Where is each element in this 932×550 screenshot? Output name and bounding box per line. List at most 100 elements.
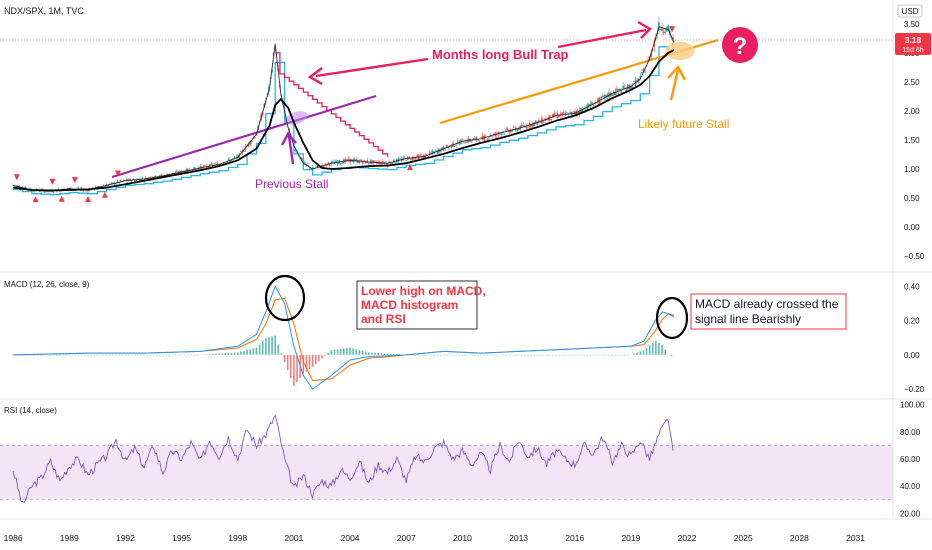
candle-body bbox=[480, 136, 482, 138]
macd-note-box[interactable] bbox=[356, 280, 478, 330]
macd-histogram-bar bbox=[155, 354, 158, 356]
macd-histogram-bar bbox=[90, 354, 92, 356]
time-tick-label: 2013 bbox=[509, 533, 528, 543]
macd-histogram-bar bbox=[530, 354, 532, 356]
candle-body bbox=[358, 160, 361, 163]
candle-body bbox=[344, 158, 347, 162]
macd-histogram-bar bbox=[661, 344, 663, 355]
macd-histogram-bar bbox=[586, 354, 589, 356]
macd-histogram-bar bbox=[380, 353, 383, 355]
candle-body bbox=[633, 81, 635, 82]
candle-body bbox=[339, 162, 342, 164]
candle-body bbox=[626, 84, 629, 90]
rsi-axis[interactable]: 100.00 80.00 60.00 40.00 20.00 bbox=[900, 401, 925, 519]
bull-trap-arrow-left bbox=[315, 57, 429, 78]
candle-body bbox=[385, 163, 387, 165]
macd-cross-box[interactable] bbox=[690, 293, 847, 330]
macd-histogram-bar bbox=[602, 354, 604, 356]
macd-histogram-bar bbox=[52, 354, 55, 356]
signal-triangle-marker bbox=[114, 170, 121, 177]
question-badge[interactable]: ? bbox=[722, 27, 758, 63]
macd-histogram-bar bbox=[34, 354, 36, 356]
macd-histogram-bar bbox=[508, 354, 511, 356]
bull-trap-arrow-right-head bbox=[637, 20, 652, 39]
macd-histogram-bar bbox=[480, 354, 482, 356]
macd-histogram-bar bbox=[171, 354, 174, 356]
candle-body bbox=[316, 165, 319, 168]
candle-body bbox=[636, 79, 638, 81]
purple-trendline[interactable] bbox=[111, 94, 377, 179]
time-tick-label: 2031 bbox=[846, 533, 865, 543]
currency-label[interactable]: USD bbox=[902, 7, 919, 16]
candle-body bbox=[435, 150, 437, 152]
macd-histogram-bar bbox=[392, 354, 395, 355]
candle-body bbox=[513, 126, 515, 128]
macd-histogram-bar bbox=[87, 354, 89, 356]
macd-histogram-bar bbox=[636, 352, 638, 355]
candle-body bbox=[132, 178, 135, 180]
macd-histogram-bar bbox=[439, 354, 442, 356]
candle-body bbox=[564, 112, 567, 115]
candle-body bbox=[581, 109, 584, 113]
macd-histogram-bar bbox=[611, 354, 613, 356]
time-tick-label: 2028 bbox=[790, 533, 809, 543]
candle-body bbox=[619, 88, 621, 91]
candle-body bbox=[614, 92, 617, 96]
macd-histogram-bar bbox=[511, 354, 514, 356]
time-axis[interactable]: 1986 1989 1992 1995 1998 2001 2004 2007 2010 2013… bbox=[4, 533, 866, 543]
candle-body bbox=[647, 59, 649, 61]
candle-body bbox=[600, 96, 603, 99]
candle-body bbox=[559, 113, 562, 115]
candle-body bbox=[509, 129, 512, 133]
macd-histogram-bar bbox=[483, 354, 486, 356]
macd-axis[interactable]: 0.40 0.20 0.00 −0.20 bbox=[904, 282, 925, 394]
candle-body bbox=[630, 85, 632, 90]
macd-histogram-bar bbox=[37, 354, 39, 356]
macd-peak-circle-2021[interactable] bbox=[655, 296, 689, 340]
candle-body bbox=[233, 156, 236, 158]
macd-histogram-bar bbox=[177, 354, 180, 356]
candle-body bbox=[534, 120, 537, 123]
macd-peak-circle-2000[interactable] bbox=[264, 274, 306, 322]
time-tick-label: 1998 bbox=[228, 533, 247, 543]
macd-histogram-bar bbox=[31, 354, 33, 356]
macd-histogram-bar bbox=[84, 354, 86, 356]
candle-body bbox=[481, 135, 484, 140]
macd-histogram-bar bbox=[633, 353, 635, 355]
bull-trap-arrows[interactable] bbox=[307, 20, 652, 86]
candle-body bbox=[520, 124, 523, 128]
signal-triangle-marker bbox=[13, 174, 20, 181]
future-stall-arrow[interactable] bbox=[667, 64, 687, 101]
candle-body bbox=[552, 113, 554, 118]
candle-body bbox=[474, 137, 476, 139]
candle-body bbox=[642, 68, 645, 71]
macd-histogram-bar bbox=[589, 354, 592, 356]
future-stall-highlight[interactable] bbox=[665, 42, 695, 60]
candle-body bbox=[466, 140, 468, 143]
signal-triangle-marker bbox=[84, 195, 91, 202]
candle-body bbox=[160, 174, 163, 176]
macd-histogram-bar bbox=[218, 353, 220, 355]
macd-histogram-bar bbox=[93, 354, 96, 356]
rsi-tick-label: 80.00 bbox=[900, 428, 921, 437]
candle-body bbox=[527, 127, 529, 129]
macd-histogram-bar bbox=[396, 354, 398, 355]
chart-symbol-title: NDX/SPX, 1M, TVC bbox=[4, 6, 84, 16]
bull-trap-arrow-left-head bbox=[307, 67, 323, 86]
last-price-badge[interactable]: 3.18 15d 6h bbox=[895, 33, 931, 55]
macd-histogram-bar bbox=[623, 354, 626, 356]
macd-histogram-bar bbox=[302, 354, 305, 375]
candle-body bbox=[324, 163, 326, 165]
macd-histogram-bar bbox=[68, 354, 71, 356]
macd-note-line-1: Lower high on MACD, bbox=[361, 284, 486, 298]
time-tick-label: 2025 bbox=[734, 533, 753, 543]
candle-body bbox=[446, 145, 448, 148]
previous-stall-arrow[interactable] bbox=[280, 131, 297, 165]
candle-body bbox=[144, 177, 147, 179]
macd-histogram-bar bbox=[620, 354, 623, 356]
rsi-panel bbox=[12, 414, 674, 504]
macd-histogram-bar bbox=[211, 354, 214, 355]
candle-body bbox=[591, 102, 593, 105]
macd-panel bbox=[12, 285, 675, 390]
